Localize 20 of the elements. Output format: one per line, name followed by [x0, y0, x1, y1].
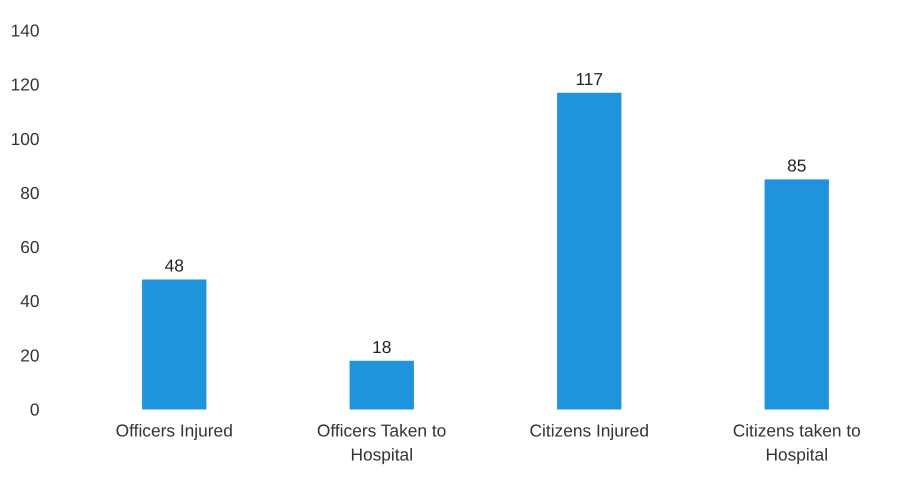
y-tick-label: 40: [20, 291, 40, 312]
bar: [764, 179, 829, 410]
data-label: 117: [575, 68, 604, 89]
y-tick-label: 20: [20, 345, 40, 366]
bar: [350, 360, 414, 410]
bar: [142, 280, 206, 410]
x-tick-label: Citizens Injured: [530, 420, 649, 440]
bar: [557, 92, 622, 410]
y-tick-label: 80: [20, 182, 40, 203]
data-label: 85: [787, 155, 806, 176]
data-label: 48: [164, 256, 184, 276]
x-tick-label: Citizens taken to Hospital: [732, 420, 861, 464]
y-tick-label: 0: [30, 400, 40, 420]
y-tick-label: 140: [10, 20, 40, 40]
x-tick-label: Officers Taken to Hospital: [316, 420, 446, 464]
y-tick-label: 60: [20, 237, 40, 258]
x-tick-label: Officers Injured: [116, 420, 233, 440]
data-label: 18: [372, 336, 392, 357]
y-tick-label: 100: [10, 128, 40, 149]
y-tick-label: 120: [10, 74, 40, 95]
